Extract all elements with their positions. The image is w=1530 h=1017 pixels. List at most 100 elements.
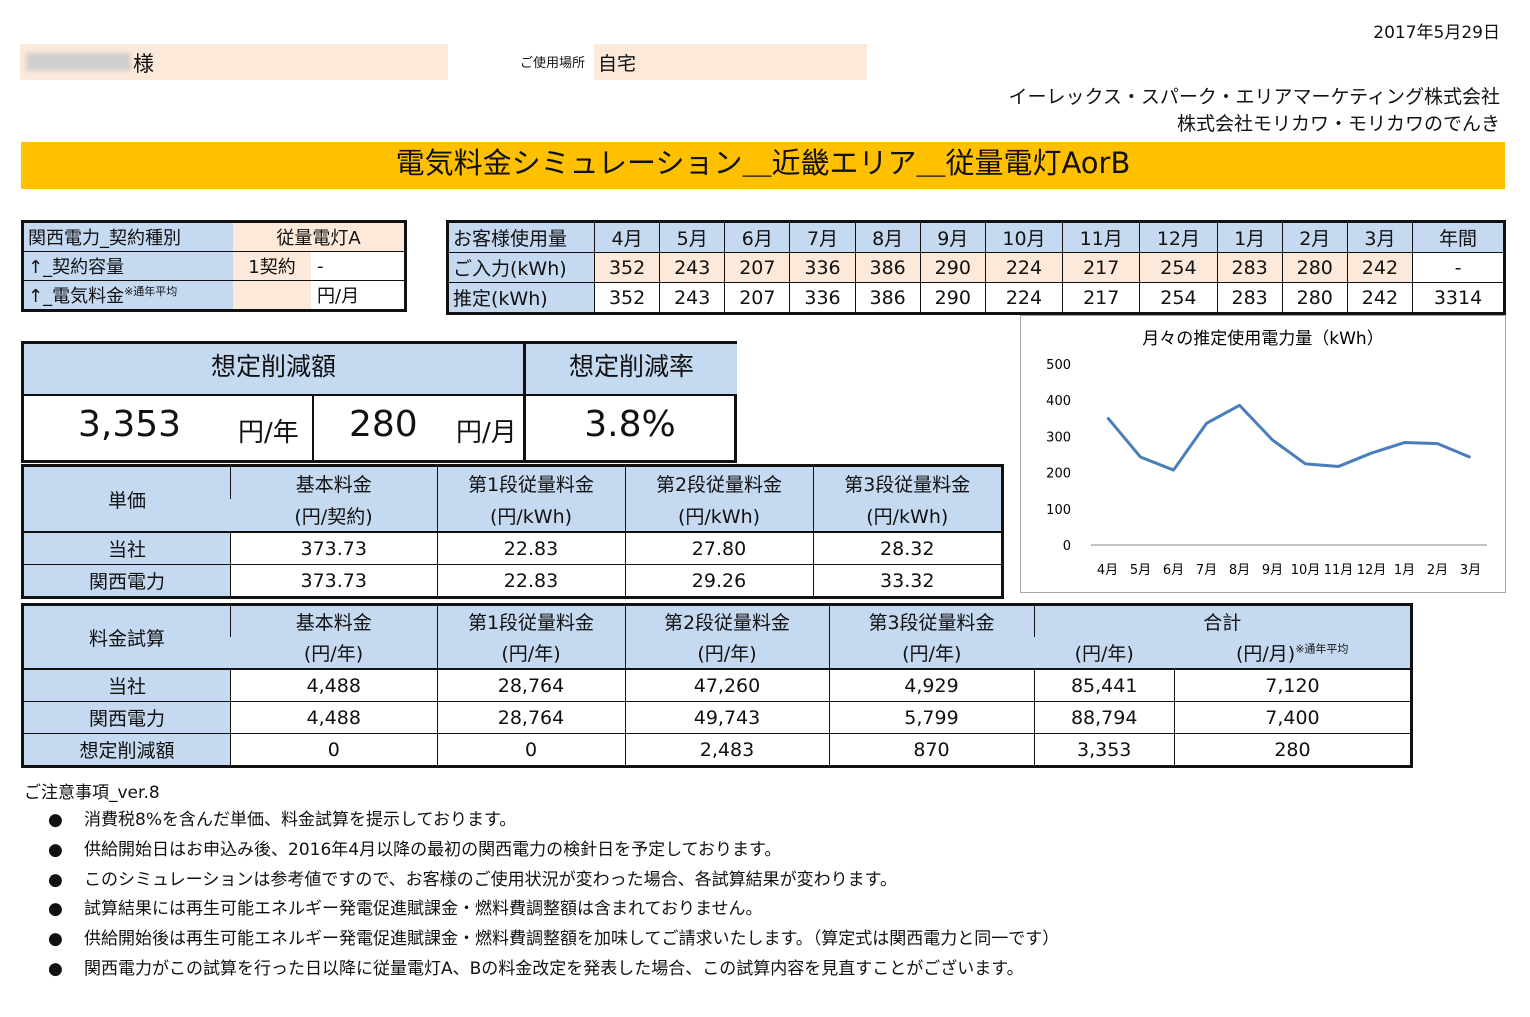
bullet-icon: ● xyxy=(48,869,63,890)
month-header: 12月 xyxy=(1139,221,1218,253)
bullet-icon: ● xyxy=(48,959,63,979)
bullet-icon: ● xyxy=(48,810,63,830)
table-cell: 28.32 xyxy=(812,532,1003,565)
contract-fee-unit: 円/月 xyxy=(317,286,360,307)
table-cell: 870 xyxy=(828,733,1034,767)
y-tick-label: 0 xyxy=(1063,539,1071,554)
col-tier2-fee: 第2段従量料金 xyxy=(624,604,829,637)
usage-input-cell[interactable]: 283 xyxy=(1216,252,1283,283)
place-field: 自宅 xyxy=(594,44,867,80)
usage-input-cell[interactable]: 207 xyxy=(724,252,790,283)
place-label: ご使用場所 xyxy=(520,56,586,71)
note-text: 消費税8%を含んだ単価、料金試算を提示しております。 xyxy=(84,810,517,830)
savings-rate: 3.8% xyxy=(584,404,676,445)
usage-estimate-label: 推定(kWh) xyxy=(447,282,595,314)
month-header: 1月 xyxy=(1216,221,1283,253)
row-label-savings: 想定削減額 xyxy=(22,733,231,767)
calc-header: 料金試算 xyxy=(22,604,231,670)
usage-input-cell[interactable]: 280 xyxy=(1281,252,1348,283)
table-cell: 49,743 xyxy=(624,701,829,734)
usage-input-cell[interactable]: 242 xyxy=(1346,252,1413,283)
table-cell: 2,483 xyxy=(624,733,829,767)
savings-per-month-unit: 円/月 xyxy=(456,418,517,448)
redacted-name xyxy=(26,53,131,71)
savings-box: 想定削減額 想定削減率 3,353 円/年 280 円/月 3.8% xyxy=(21,341,737,463)
table-cell: 0 xyxy=(436,733,625,767)
table-cell: 4,488 xyxy=(230,669,437,702)
usage-header-label: お客様使用量 xyxy=(447,221,595,253)
month-header: 年間 xyxy=(1412,221,1505,253)
customer-suffix: 様 xyxy=(133,52,154,76)
x-tick-label: 6月 xyxy=(1163,563,1184,578)
note-item: ● このシミュレーションは参考値ですので、お客様のご使用状況が変わった場合、各試算… xyxy=(48,865,897,890)
usage-input-cell[interactable]: 336 xyxy=(789,252,856,283)
usage-input-cell[interactable]: 352 xyxy=(593,252,660,283)
usage-input-cell[interactable]: - xyxy=(1412,252,1505,283)
savings-rate-header: 想定削減率 xyxy=(523,344,737,394)
row-label-kepco: 関西電力 xyxy=(22,701,231,734)
customer-name-field: 様 xyxy=(20,44,448,80)
page-title-banner: 電気料金シミュレーション＿近畿エリア＿従量電灯AorB xyxy=(21,142,1505,189)
note-text: 関西電力がこの試算を行った日以降に従量電灯A、Bの料金改定を発表した場合、この試… xyxy=(84,959,1024,979)
usage-input-cell[interactable]: 224 xyxy=(984,252,1063,283)
row-label-ours: 当社 xyxy=(22,669,231,702)
bullet-icon: ● xyxy=(48,839,63,860)
divider xyxy=(24,394,734,396)
contract-capacity-unit: - xyxy=(311,251,406,281)
col-total-year-unit: (円/年) xyxy=(1034,637,1175,670)
note-text: 供給開始日はお申込み後、2016年4月以降の最初の関西電力の検針日を予定しており… xyxy=(84,839,782,860)
col-tier1-fee: 第1段従量料金 xyxy=(436,604,625,637)
col-tier2-fee: 第2段従量料金 xyxy=(624,465,813,499)
table-cell: 7,400 xyxy=(1173,701,1412,734)
table-cell: 4,929 xyxy=(828,669,1034,702)
divider xyxy=(312,396,314,460)
notes-title: ご注意事項_ver.8 xyxy=(24,783,160,803)
unit-price-table: 単価 基本料金 第1段従量料金 第2段従量料金 第3段従量料金 (円/契約) (… xyxy=(21,464,1004,599)
col-tier1-unit: (円/kWh) xyxy=(436,499,625,533)
table-cell: 4,488 xyxy=(230,701,437,734)
table-cell: 85,441 xyxy=(1033,669,1175,702)
contract-capacity-value: 1契約 xyxy=(233,251,311,281)
col-tier3-unit: (円/kWh) xyxy=(812,499,1003,533)
x-tick-label: 2月 xyxy=(1427,563,1448,578)
month-header: 9月 xyxy=(919,221,986,253)
usage-input-cell[interactable]: 243 xyxy=(659,252,725,283)
usage-input-cell[interactable]: 386 xyxy=(854,252,921,283)
usage-estimate-cell: 254 xyxy=(1139,282,1218,314)
x-tick-label: 3月 xyxy=(1460,563,1481,578)
chart-title: 月々の推定使用電力量（kWh） xyxy=(1142,328,1383,349)
table-row: 関西電力 4,488 28,764 49,743 5,799 88,794 7,… xyxy=(22,701,1412,734)
usage-estimate-cell: 243 xyxy=(659,282,725,314)
note-text: 供給開始後は再生可能エネルギー発電促進賦課金・燃料費調整額を加味してご請求いたし… xyxy=(84,929,1060,950)
usage-estimate-cell: 207 xyxy=(724,282,790,314)
month-header: 8月 xyxy=(854,221,921,253)
col-tier3-unit: (円/年) xyxy=(828,637,1034,670)
usage-input-label: ご入力(kWh) xyxy=(447,252,595,283)
x-tick-label: 9月 xyxy=(1262,563,1283,578)
y-tick-label: 200 xyxy=(1046,467,1071,482)
contract-type-label: 関西電力_契約種別 xyxy=(22,221,233,252)
x-tick-label: 7月 xyxy=(1196,563,1217,578)
usage-input-cell[interactable]: 290 xyxy=(919,252,986,283)
x-tick-label: 8月 xyxy=(1229,563,1250,578)
table-cell: 373.73 xyxy=(230,532,437,565)
contract-table: 関西電力_契約種別 従量電灯A ↑_契約容量 1契約 - ↑_電気料金※通年平均… xyxy=(21,220,407,312)
month-header: 4月 xyxy=(593,221,660,253)
y-tick-label: 300 xyxy=(1046,430,1071,445)
usage-estimate-cell: 224 xyxy=(984,282,1063,314)
month-header: 5月 xyxy=(659,221,725,253)
monthly-usage-chart: 月々の推定使用電力量（kWh） 0 100 200 300 400 500 4月 5月 6月 7… xyxy=(1020,315,1506,593)
note-item: ● 関西電力がこの試算を行った日以降に従量電灯A、Bの料金改定を発表した場合、この… xyxy=(48,954,1024,979)
x-tick-label: 1月 xyxy=(1394,563,1415,578)
usage-input-cell[interactable]: 254 xyxy=(1139,252,1218,283)
row-label-ours: 当社 xyxy=(22,532,231,565)
col-basic-unit: (円/契約) xyxy=(230,499,437,533)
usage-input-cell[interactable]: 217 xyxy=(1062,252,1140,283)
table-row: 関西電力 373.73 22.83 29.26 33.32 xyxy=(22,564,1003,598)
x-tick-label: 11月 xyxy=(1324,563,1354,578)
usage-estimate-cell: 242 xyxy=(1346,282,1413,314)
y-tick-label: 500 xyxy=(1046,358,1071,373)
contract-type-value: 従量電灯A xyxy=(233,221,406,252)
document-date: 2017年5月29日 xyxy=(1373,23,1500,43)
table-cell: 5,799 xyxy=(828,701,1034,734)
